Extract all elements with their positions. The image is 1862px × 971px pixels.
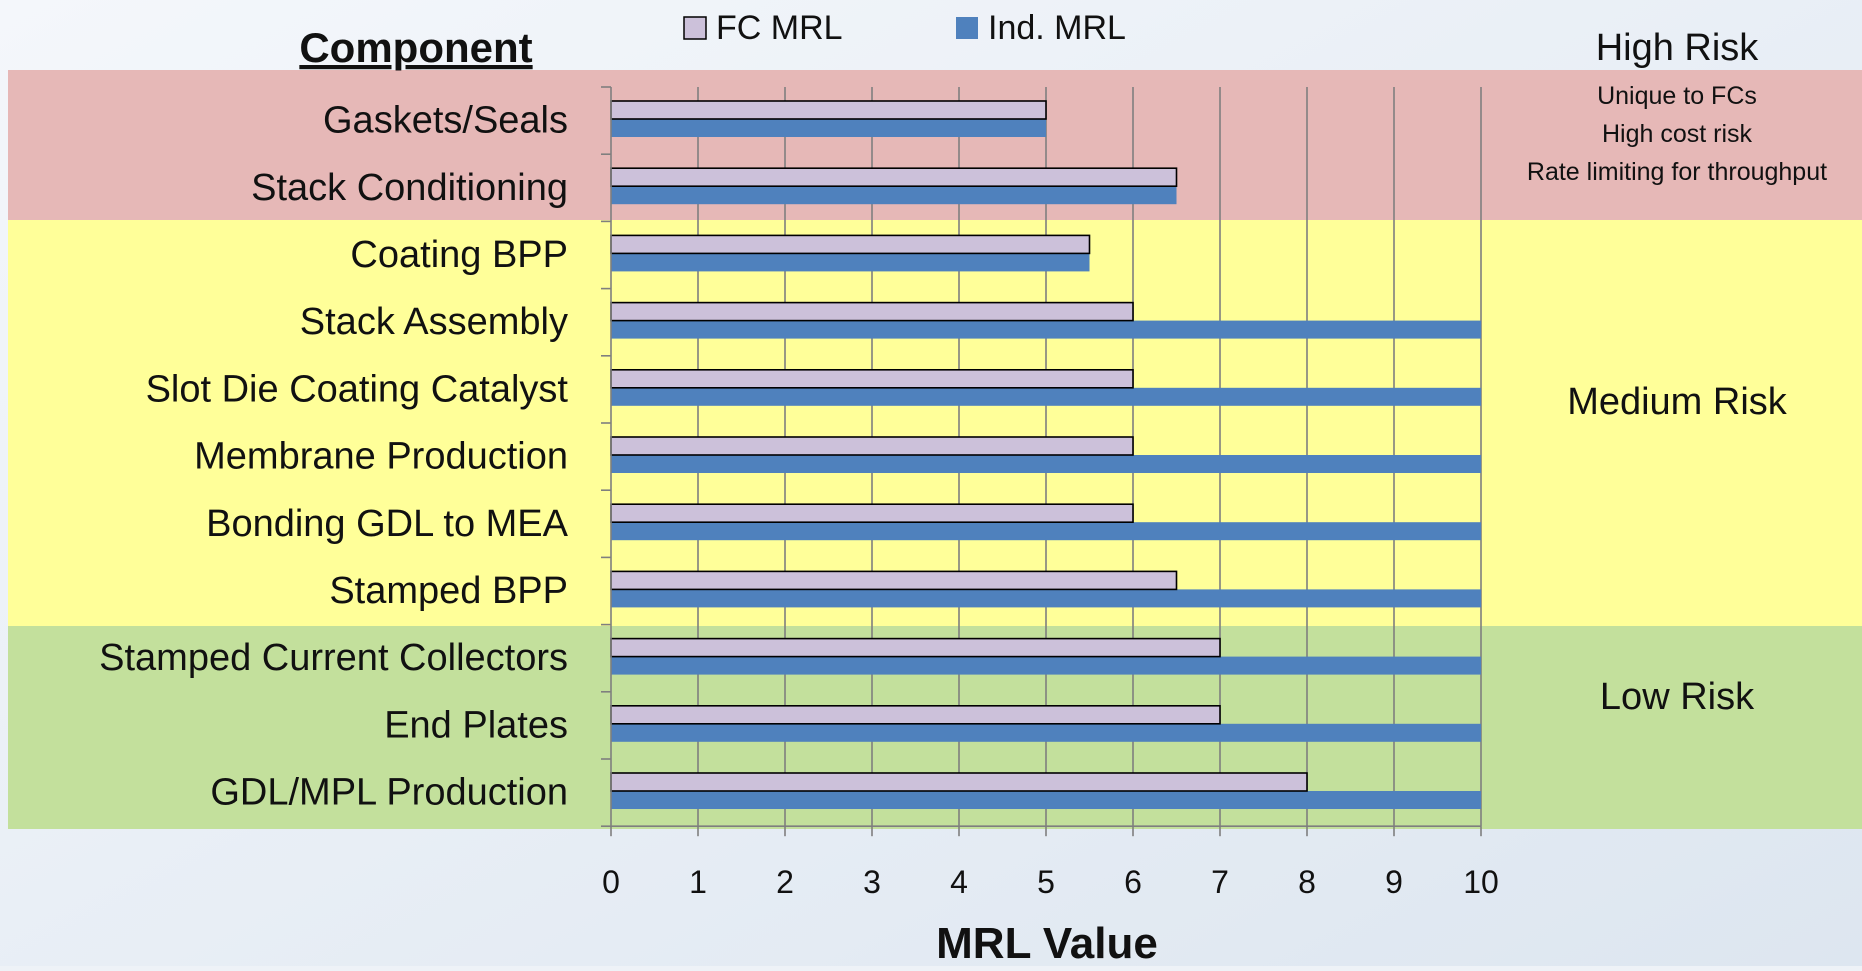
risk-band-note: Unique to FCs bbox=[1597, 82, 1757, 110]
category-label: Stamped BPP bbox=[329, 570, 568, 612]
bar-ind-mrl bbox=[611, 522, 1481, 541]
x-tick-label: 1 bbox=[689, 864, 707, 900]
x-axis-title: MRL Value bbox=[936, 919, 1158, 966]
legend-label: Ind. MRL bbox=[988, 9, 1126, 47]
category-label: Stack Assembly bbox=[300, 301, 568, 343]
risk-band-label: Medium Risk bbox=[1567, 381, 1788, 423]
x-tick-label: 5 bbox=[1037, 864, 1055, 900]
risk-band-note: Rate limiting for throughput bbox=[1527, 158, 1827, 186]
legend-swatch bbox=[956, 17, 978, 39]
x-tick-label: 3 bbox=[863, 864, 881, 900]
bar-fc-mrl bbox=[610, 503, 1134, 524]
bar-fc-mrl bbox=[610, 301, 1134, 322]
category-label: Coating BPP bbox=[350, 234, 568, 276]
category-label: Stack Conditioning bbox=[251, 167, 568, 209]
bar-ind-mrl bbox=[611, 791, 1481, 809]
bar-ind-mrl bbox=[611, 656, 1481, 675]
bar-fc-mrl bbox=[610, 167, 1178, 187]
x-tick-label: 2 bbox=[776, 864, 794, 900]
bar-ind-mrl bbox=[611, 387, 1481, 406]
bar-fc-mrl bbox=[610, 570, 1178, 591]
risk-band-medium-risk bbox=[8, 220, 1862, 626]
legend-swatch bbox=[683, 16, 707, 40]
bar-fc-mrl bbox=[610, 436, 1134, 456]
bar-ind-mrl bbox=[611, 723, 1481, 742]
category-label: End Plates bbox=[384, 704, 568, 746]
category-label: Bonding GDL to MEA bbox=[206, 503, 569, 545]
x-tick-label: 4 bbox=[950, 864, 968, 900]
risk-band-label: High Risk bbox=[1596, 27, 1760, 69]
category-label: Stamped Current Collectors bbox=[99, 637, 568, 679]
bar-ind-mrl bbox=[611, 455, 1481, 473]
x-tick-label: 8 bbox=[1298, 864, 1316, 900]
bar-fc-mrl bbox=[610, 772, 1308, 792]
bar-fc-mrl bbox=[610, 100, 1047, 120]
bar-fc-mrl bbox=[610, 637, 1221, 658]
category-label: Gaskets/Seals bbox=[323, 100, 568, 142]
bar-ind-mrl bbox=[611, 253, 1090, 272]
category-label: Slot Die Coating Catalyst bbox=[146, 368, 569, 410]
bar-ind-mrl bbox=[611, 589, 1481, 608]
bar-fc-mrl bbox=[610, 234, 1091, 255]
risk-band-label: Low Risk bbox=[1600, 676, 1755, 718]
risk-band-note: High cost risk bbox=[1602, 120, 1753, 148]
bar-fc-mrl bbox=[610, 704, 1221, 725]
legend-label: FC MRL bbox=[716, 9, 843, 47]
bar-fc-mrl bbox=[610, 368, 1134, 389]
bar-ind-mrl bbox=[611, 320, 1481, 339]
x-tick-label: 10 bbox=[1463, 864, 1499, 900]
x-tick-label: 7 bbox=[1211, 864, 1229, 900]
y-axis-title: Component bbox=[299, 24, 532, 71]
bar-ind-mrl bbox=[611, 186, 1177, 205]
x-tick-label: 0 bbox=[602, 864, 620, 900]
bar-ind-mrl bbox=[611, 119, 1046, 137]
x-tick-label: 9 bbox=[1385, 864, 1403, 900]
category-label: Membrane Production bbox=[194, 436, 568, 478]
x-tick-label: 6 bbox=[1124, 864, 1142, 900]
category-label: GDL/MPL Production bbox=[210, 772, 568, 814]
